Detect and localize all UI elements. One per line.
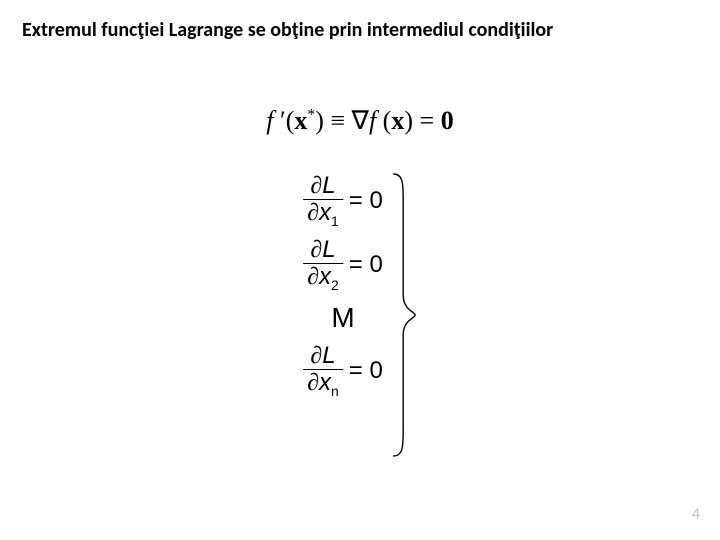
gradient-equation: f ′(x*) ≡ ∇f (x) = 0 [266, 106, 453, 136]
right-brace-icon [391, 170, 417, 460]
system-row-1: ∂L ∂x1 = 0 [303, 170, 383, 232]
slide: Extremul funcţiei Lagrange se obţine pri… [0, 0, 720, 540]
system-rows: ∂L ∂x1 = 0 ∂L ∂x2 = 0 M ∂L ∂ [303, 170, 391, 460]
fraction-n: ∂L ∂xn [303, 343, 343, 400]
equals-zero-2: = 0 [349, 251, 383, 279]
fraction-1: ∂L ∂x1 [303, 173, 343, 230]
system-block: ∂L ∂x1 = 0 ∂L ∂x2 = 0 M ∂L ∂ [303, 170, 417, 460]
system-row-n: ∂L ∂xn = 0 [303, 340, 383, 402]
equals-zero-1: = 0 [349, 187, 383, 215]
fprime: f ′(x*) [266, 106, 324, 135]
page-number: 4 [692, 505, 700, 524]
system-row-2: ∂L ∂x2 = 0 [303, 234, 383, 296]
fraction-2: ∂L ∂x2 [303, 237, 343, 294]
grad-fx: ∇f (x) [352, 106, 413, 135]
equals-sign: = [420, 106, 435, 135]
brace-wrap [391, 170, 417, 460]
slide-title: Extremul funcţiei Lagrange se obţine pri… [22, 18, 698, 43]
vertical-dots: M [303, 298, 383, 338]
zero-vector: 0 [441, 106, 454, 135]
equals-zero-n: = 0 [349, 357, 383, 385]
equiv-sign: ≡ [330, 106, 345, 135]
